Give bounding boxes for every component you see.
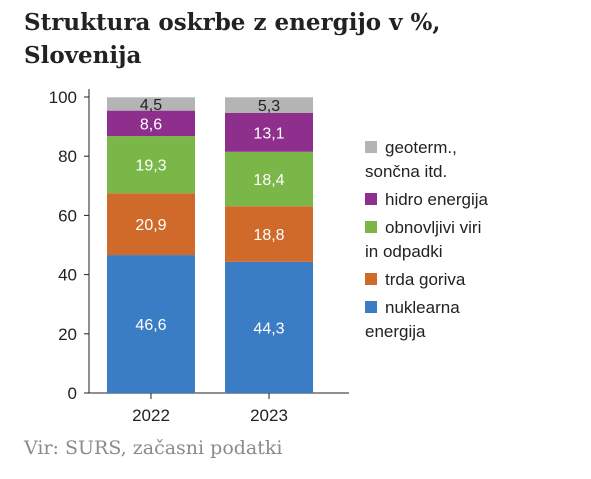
x-tick-label: 2023 bbox=[250, 406, 288, 425]
data-label: 46,6 bbox=[135, 317, 166, 334]
x-tick-label: 2022 bbox=[132, 406, 170, 425]
chart-title: Struktura oskrbe z energijo v %, Sloveni… bbox=[24, 9, 441, 69]
bar-segment bbox=[107, 110, 195, 137]
y-tick-label: 20 bbox=[58, 325, 77, 344]
bar-segment bbox=[225, 112, 313, 152]
source-note: Vir: SURS, začasni podatki bbox=[24, 437, 283, 459]
y-tick-label: 100 bbox=[49, 88, 77, 107]
bar-segment bbox=[225, 261, 313, 393]
data-label: 13,1 bbox=[253, 125, 284, 142]
y-tick-label: 80 bbox=[58, 147, 77, 166]
data-label: 18,8 bbox=[253, 227, 284, 244]
data-label: 8,6 bbox=[140, 116, 162, 133]
legend-swatch bbox=[365, 301, 377, 313]
data-label: 20,9 bbox=[135, 217, 166, 234]
bar-segment bbox=[107, 193, 195, 256]
bar-segment bbox=[225, 151, 313, 207]
legend-swatch bbox=[365, 221, 377, 233]
bar-segment bbox=[225, 206, 313, 262]
data-label: 19,3 bbox=[135, 158, 166, 175]
legend-label: hidro energija bbox=[385, 190, 489, 209]
bar-segment bbox=[107, 97, 195, 111]
data-label: 4,5 bbox=[140, 97, 162, 114]
y-tick-label: 40 bbox=[58, 266, 77, 285]
legend-label: in odpadki bbox=[365, 242, 443, 261]
legend-swatch bbox=[365, 273, 377, 285]
bar-segment bbox=[107, 136, 195, 194]
data-label: 44,3 bbox=[253, 320, 284, 337]
legend-label: sončna itd. bbox=[365, 162, 447, 181]
legend-label: geoterm., bbox=[385, 138, 457, 157]
y-tick-label: 60 bbox=[58, 206, 77, 225]
data-label: 18,4 bbox=[253, 172, 284, 189]
data-label: 5,3 bbox=[258, 98, 280, 115]
legend-label: nuklearna bbox=[385, 298, 460, 317]
legend-swatch bbox=[365, 193, 377, 205]
legend-label: energija bbox=[365, 322, 426, 341]
legend-swatch bbox=[365, 141, 377, 153]
bar-segment bbox=[225, 97, 313, 113]
bar-segment bbox=[107, 255, 195, 393]
legend-label: trda goriva bbox=[385, 270, 466, 289]
y-tick-label: 0 bbox=[68, 384, 77, 403]
legend-label: obnovljivi viri bbox=[385, 218, 481, 237]
